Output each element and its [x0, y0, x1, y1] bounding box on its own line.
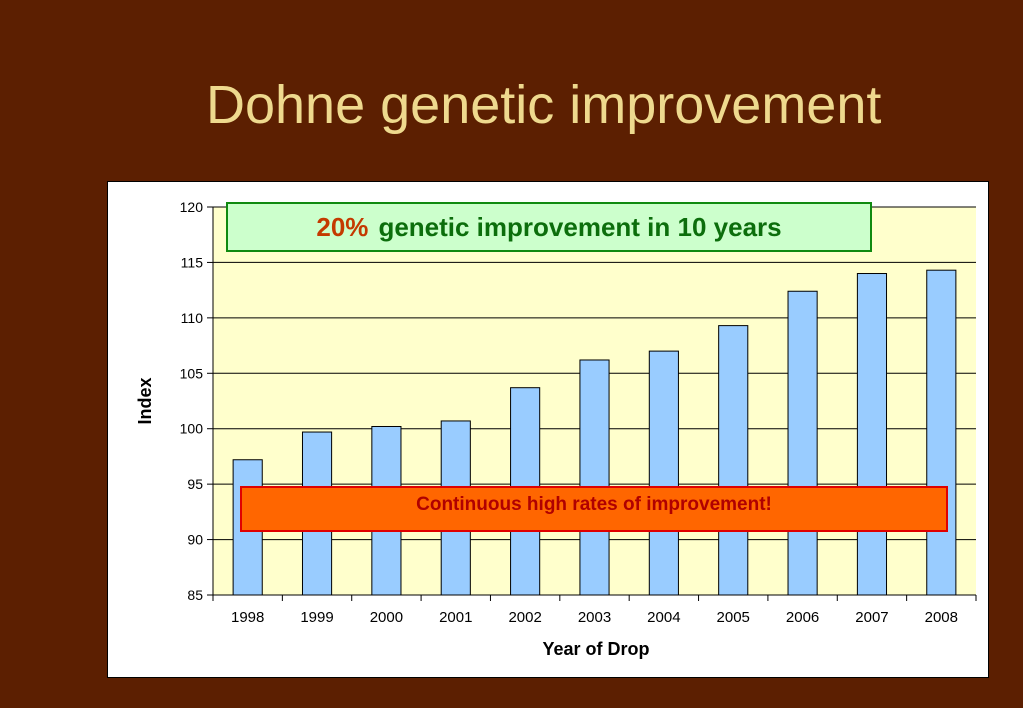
- bar-2006: [787, 290, 818, 596]
- continuous-improvement-text: Continuous high rates of improvement!: [416, 494, 772, 515]
- x-tick-label: 2006: [786, 609, 819, 626]
- improvement-callout: 20% genetic improvement in 10 years: [226, 202, 872, 252]
- bar-2003: [579, 359, 610, 596]
- x-tick-label: 2001: [439, 609, 472, 626]
- bar-2005: [718, 325, 749, 596]
- y-tick-label: 95: [187, 476, 203, 492]
- bar-2007: [856, 273, 888, 596]
- x-tick-label: 2007: [855, 609, 888, 626]
- chart-frame: 85 90 95 100 105 110 115 120 1998 1999 2000 2001 200…: [107, 181, 989, 678]
- y-tick-label: 105: [180, 365, 204, 381]
- slide-title: Dohne genetic improvement: [206, 75, 882, 135]
- x-tick-label: 2008: [925, 609, 958, 626]
- x-tick-label: 1999: [300, 609, 333, 626]
- x-tick-label: 1998: [231, 609, 264, 626]
- x-tick-label: 2005: [717, 609, 750, 626]
- x-tick-label: 2002: [508, 609, 541, 626]
- x-tick-label: 2000: [370, 609, 403, 626]
- y-axis-title: Index: [135, 377, 155, 424]
- y-tick-label: 85: [187, 587, 203, 603]
- continuous-improvement-callout: Continuous high rates of improvement!: [240, 486, 948, 532]
- y-tick-label: 90: [187, 532, 203, 548]
- bar-2004: [648, 350, 679, 596]
- x-axis-title: Year of Drop: [542, 639, 649, 659]
- y-tick-label: 100: [180, 421, 204, 437]
- y-tick-label: 110: [181, 310, 204, 326]
- improvement-text: genetic improvement in 10 years: [378, 211, 782, 242]
- x-tick-label: 2003: [578, 609, 611, 626]
- x-tick-label: 2004: [647, 609, 680, 626]
- bar-chart: 85 90 95 100 105 110 115 120 1998 1999 2000 2001 200…: [135, 199, 977, 659]
- bar-2008: [926, 269, 957, 596]
- y-tick-label: 120: [180, 199, 204, 215]
- improvement-percent: 20%: [316, 211, 369, 242]
- y-tick-label: 115: [181, 254, 204, 270]
